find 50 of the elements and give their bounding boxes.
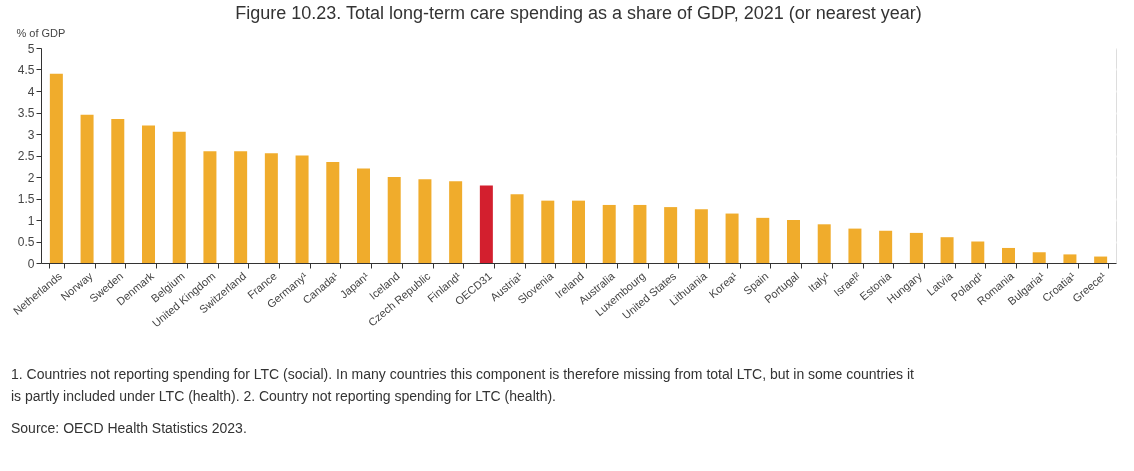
y-tick-label: 1.5 xyxy=(17,192,35,206)
bar xyxy=(479,185,493,263)
chart-title: Figure 10.23. Total long-term care spending as a share of GDP, 2021 (or nearest year) xyxy=(235,3,922,23)
y-tick-label: 3.5 xyxy=(17,106,35,120)
bar xyxy=(1002,247,1015,263)
bar xyxy=(909,232,923,263)
bar xyxy=(510,194,524,263)
y-tick-label: 0 xyxy=(27,256,35,271)
bar xyxy=(633,204,647,263)
y-tick-label: 0.5 xyxy=(17,235,35,249)
y-tick-label: 2 xyxy=(27,170,35,185)
bar xyxy=(264,153,278,263)
bar xyxy=(203,151,217,263)
bar xyxy=(142,125,155,263)
bar xyxy=(1032,252,1046,263)
y-tick-label: 4 xyxy=(27,84,35,99)
bar xyxy=(357,168,370,263)
y-tick-label: 1 xyxy=(27,213,35,228)
bar xyxy=(940,237,954,263)
bar xyxy=(295,155,309,263)
y-tick-label: 2.5 xyxy=(17,149,35,163)
bar xyxy=(971,241,985,263)
bar xyxy=(725,213,739,263)
bar xyxy=(326,161,340,263)
text: 1. Countries not reporting spending for LTC (social). In many countries this component is therefore missing from total LTC, but in some countries it is partly included under LTC (health). 2. Country not reporting spending for LTC (health). xyxy=(11,366,914,404)
y-tick-label: 5 xyxy=(27,41,35,56)
bar xyxy=(848,228,862,263)
bar xyxy=(80,114,94,263)
bar xyxy=(879,230,893,263)
bar xyxy=(111,118,125,263)
bar xyxy=(572,200,585,263)
bar xyxy=(664,207,678,263)
source-note: Source: OECD Health Statistics 2023. xyxy=(11,420,247,436)
bar xyxy=(602,204,616,263)
y-tick-label: 4.5 xyxy=(17,63,35,77)
bar xyxy=(541,200,555,263)
bar xyxy=(234,151,248,263)
bar xyxy=(817,224,831,263)
y-axis-title: % of GDP xyxy=(16,26,66,39)
bar xyxy=(387,177,401,263)
bar xyxy=(1063,254,1077,263)
bar xyxy=(756,217,770,263)
bar xyxy=(172,131,186,263)
bar xyxy=(49,73,63,263)
bar xyxy=(694,209,708,263)
bar xyxy=(787,220,800,263)
bar xyxy=(418,179,432,263)
bar xyxy=(449,181,463,263)
y-tick-label: 3 xyxy=(27,127,35,142)
bar xyxy=(1094,256,1108,263)
